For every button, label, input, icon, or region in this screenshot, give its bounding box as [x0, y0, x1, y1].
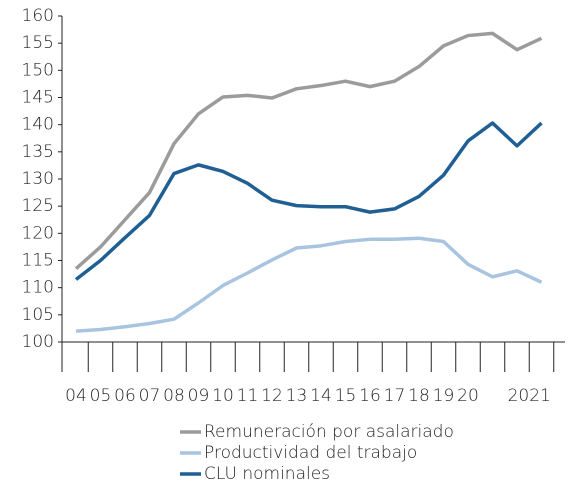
legend-label: Productividad del trabajo	[204, 443, 417, 463]
x-tick-label: 14	[310, 386, 332, 406]
y-tick-label: 115	[22, 251, 54, 271]
series-line	[75, 236, 543, 333]
x-tick-label: 18	[408, 386, 430, 406]
x-tick-label: 06	[114, 386, 136, 406]
x-tick-label: 15	[335, 386, 357, 406]
series-line	[74, 31, 543, 270]
x-tick-label: 09	[188, 386, 210, 406]
y-tick-label: 105	[22, 305, 54, 325]
x-tick-label: 19	[433, 386, 455, 406]
legend-label: Remuneración por asalariado	[204, 422, 454, 442]
x-tick-label: 13	[286, 386, 308, 406]
x-tick-label: 05	[90, 386, 112, 406]
x-tick-label: 20	[457, 386, 479, 406]
x-tick-label: 04	[65, 386, 87, 406]
x-tick-label: 10	[212, 386, 234, 406]
y-tick-label: 100	[22, 332, 54, 352]
y-tick-label: 150	[22, 60, 54, 80]
x-tick-label: 07	[139, 386, 161, 406]
x-tick-label: 12	[261, 386, 283, 406]
y-tick-label: 160	[22, 6, 54, 26]
y-tick-label: 135	[22, 142, 54, 162]
x-tick-label: 11	[237, 386, 259, 406]
y-tick-label: 110	[22, 278, 54, 298]
x-tick-label: 08	[163, 386, 185, 406]
y-tick-label: 155	[22, 33, 54, 53]
y-tick-label: 140	[22, 115, 54, 135]
y-tick-label: 120	[22, 223, 54, 243]
y-tick-label: 145	[22, 88, 54, 108]
y-tick-label: 130	[22, 169, 54, 189]
x-tick-label: 16	[359, 386, 381, 406]
legend-label: CLU nominales	[204, 464, 330, 484]
x-tick-label: 17	[384, 386, 406, 406]
x-tick-label: 2021	[508, 386, 551, 406]
y-tick-label: 125	[22, 196, 54, 216]
series-line	[74, 121, 543, 281]
